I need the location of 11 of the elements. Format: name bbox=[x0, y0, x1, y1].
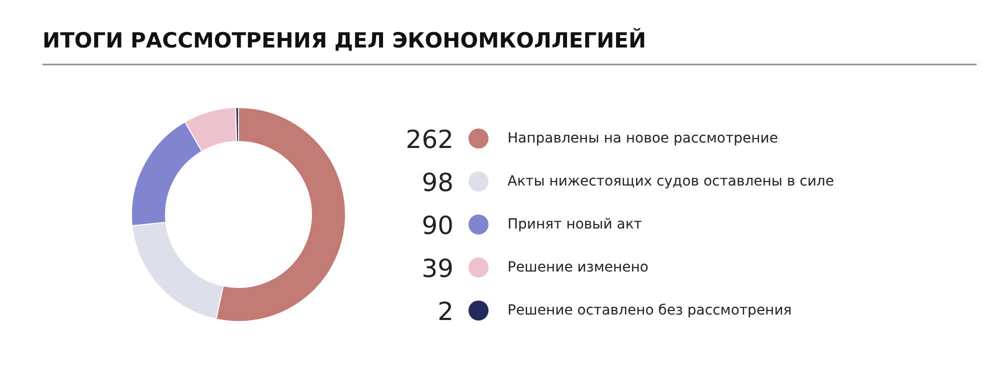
legend-label: Решение оставлено без рассмотрения bbox=[508, 302, 792, 318]
data-label: 90 bbox=[422, 211, 454, 240]
legend-label: Направлены на новое рассмотрение bbox=[508, 130, 778, 146]
legend-label: Акты нижестоящих судов оставлены в силе bbox=[508, 174, 834, 190]
legend-label: Принят новый акт bbox=[508, 216, 642, 232]
data-label: 98 bbox=[422, 168, 454, 197]
chart-title: ИТОГИ РАССМОТРЕНИЯ ДЕЛ ЭКОНОМКОЛЛЕГИЕЙ bbox=[42, 28, 646, 52]
data-label: 262 bbox=[406, 125, 454, 154]
data-label: 39 bbox=[422, 254, 454, 283]
legend-label: Решение изменено bbox=[508, 260, 648, 276]
data-label: 2 bbox=[438, 297, 454, 326]
